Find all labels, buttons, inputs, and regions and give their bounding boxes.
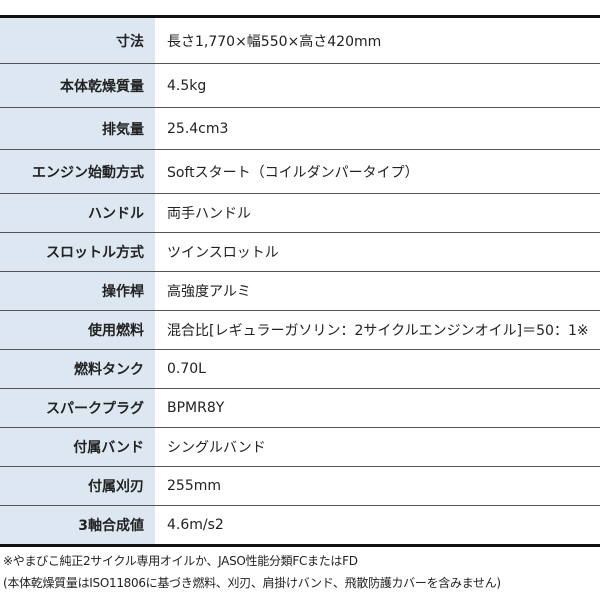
spec-value: シングルバンド [155,427,600,467]
spec-value: 25.4cm3 [155,107,600,150]
spec-label: ハンドル [0,193,155,233]
spec-label: 付属バンド [0,427,155,467]
spec-row: 本体乾燥質量 4.5kg [0,63,600,108]
spec-label: 排気量 [0,107,155,150]
spec-label: 本体乾燥質量 [0,63,155,108]
spec-label: 寸法 [0,16,155,64]
spec-row: 3軸合成値 4.6m/s2 [0,505,600,546]
spec-row: 付属バンド シングルバンド [0,427,600,467]
spec-label: 付属刈刃 [0,466,155,506]
spec-value: 255mm [155,466,600,506]
spec-label: スパークプラグ [0,388,155,428]
spec-row: 排気量 25.4cm3 [0,107,600,150]
spec-value: BPMR8Y [155,388,600,428]
spec-value: 高強度アルミ [155,271,600,311]
spec-value: 0.70L [155,349,600,389]
spec-table: 寸法 長さ1,770×幅550×高さ420mm 本体乾燥質量 4.5kg 排気量 25.4… [0,15,600,547]
spec-label: スロットル方式 [0,232,155,272]
spec-row: スロットル方式 ツインスロットル [0,232,600,272]
spec-label: 3軸合成値 [0,505,155,546]
spec-row: 寸法 長さ1,770×幅550×高さ420mm [0,16,600,64]
spec-row: 操作桿 高強度アルミ [0,271,600,311]
spec-row: スパークプラグ BPMR8Y [0,388,600,428]
spec-value: 両手ハンドル [155,193,600,233]
spec-value: 混合比[レギュラーガソリン：2サイクルエンジンオイル]＝50：1※ [155,310,600,350]
spec-row: 付属刈刃 255mm [0,466,600,506]
spec-value: 4.5kg [155,63,600,108]
weight-footnote: (本体乾燥質量はISO11806に基づき燃料、刈刃、肩掛けバンド、飛散防護カバー… [3,576,501,590]
spec-row: 燃料タンク 0.70L [0,349,600,389]
spec-label: 燃料タンク [0,349,155,389]
spec-value: 長さ1,770×幅550×高さ420mm [155,16,600,64]
spec-row: ハンドル 両手ハンドル [0,193,600,233]
spec-row: エンジン始動方式 Softスタート（コイルダンパータイプ） [0,149,600,194]
spec-value: Softスタート（コイルダンパータイプ） [155,149,600,194]
spec-row: 使用燃料 混合比[レギュラーガソリン：2サイクルエンジンオイル]＝50：1※ [0,310,600,350]
spec-label: 使用燃料 [0,310,155,350]
spec-label: エンジン始動方式 [0,149,155,194]
fuel-footnote: ※やまびこ純正2サイクル専用オイルか、JASO性能分類FCまたはFD [3,554,358,568]
spec-label: 操作桿 [0,271,155,311]
spec-value: ツインスロットル [155,232,600,272]
spec-value: 4.6m/s2 [167,517,224,533]
